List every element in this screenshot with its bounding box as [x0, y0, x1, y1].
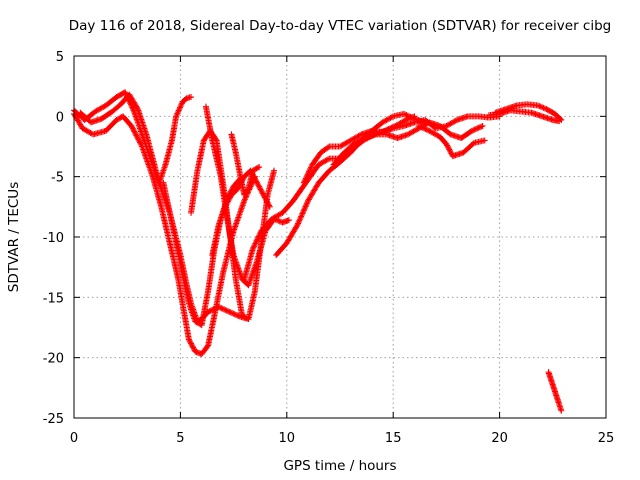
- data-point-markers: [273, 110, 429, 259]
- x-tick-label: 10: [279, 431, 296, 446]
- data-point-markers: [202, 103, 292, 289]
- y-tick-label: -5: [51, 171, 64, 186]
- chart-title: Day 116 of 2018, Sidereal Day-to-day VTE…: [69, 18, 612, 34]
- series-arc-3: [77, 91, 195, 186]
- series-arc-12: [330, 119, 486, 168]
- x-tick-label: 25: [598, 431, 615, 446]
- data-point-markers: [228, 131, 263, 198]
- x-tick-label: 0: [70, 431, 78, 446]
- plot-frame: [73, 55, 607, 419]
- data-markers: [71, 89, 565, 414]
- series-arc-6: [202, 103, 292, 289]
- series-arc-15: [485, 107, 563, 125]
- series-arc-10: [273, 110, 429, 259]
- data-point-markers: [485, 107, 563, 125]
- data-point-markers: [545, 369, 565, 414]
- series-arc-16: [545, 369, 565, 414]
- x-axis-label: GPS time / hours: [283, 458, 396, 474]
- y-tick-label: -25: [43, 412, 64, 427]
- data-point-markers: [77, 91, 195, 186]
- y-tick-label: -20: [43, 352, 64, 367]
- series-arc-8: [228, 131, 263, 198]
- y-tick-label: -10: [43, 231, 64, 246]
- grid-lines: [74, 56, 606, 418]
- data-point-markers: [415, 122, 488, 160]
- axis-ticks: 0 5 10 15 20 25 5 0 -5 -10 -15 -20 -25: [43, 50, 615, 446]
- y-axis-label: SDTVAR / TECUs: [6, 182, 22, 292]
- x-tick-label: 15: [385, 431, 402, 446]
- y-tick-label: 5: [56, 50, 64, 65]
- y-tick-label: 0: [56, 110, 64, 125]
- series-arc-13: [415, 122, 488, 160]
- x-tick-label: 5: [176, 431, 184, 446]
- y-tick-label: -15: [43, 291, 64, 306]
- x-tick-label: 20: [491, 431, 508, 446]
- data-point-markers: [330, 119, 486, 168]
